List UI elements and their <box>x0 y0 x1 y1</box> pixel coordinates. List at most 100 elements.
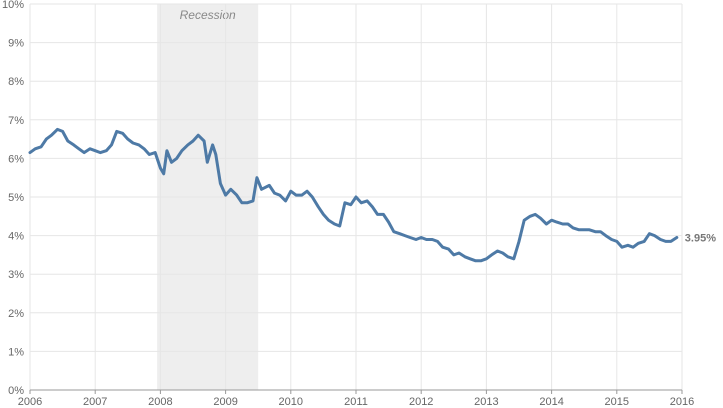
y-tick-label: 2% <box>8 308 24 320</box>
data-point <box>464 255 466 258</box>
x-tick-label: 2012 <box>409 396 433 408</box>
data-point <box>241 202 243 204</box>
y-tick-label: 3% <box>8 269 24 281</box>
data-point <box>206 161 209 164</box>
data-point <box>621 246 623 248</box>
data-point <box>256 176 258 179</box>
data-point <box>616 240 618 243</box>
data-point <box>166 149 168 152</box>
data-point <box>94 149 96 152</box>
data-point <box>458 252 460 254</box>
data-point <box>610 238 613 241</box>
data-point <box>513 258 515 260</box>
x-tick-label: 2016 <box>670 396 694 408</box>
data-point <box>162 173 165 175</box>
data-point <box>507 255 509 258</box>
data-point <box>627 244 629 247</box>
data-point <box>425 238 428 241</box>
data-point <box>252 200 254 202</box>
data-point <box>453 254 455 256</box>
data-point <box>344 202 346 204</box>
data-point <box>518 240 520 243</box>
data-point <box>490 254 493 256</box>
data-point <box>175 157 178 160</box>
data-point <box>273 192 276 194</box>
data-point <box>40 146 42 148</box>
data-point <box>105 149 108 152</box>
data-point <box>311 196 314 198</box>
data-point <box>441 246 444 248</box>
data-point <box>290 190 292 192</box>
data-point <box>431 238 434 241</box>
data-point <box>567 223 569 225</box>
data-point <box>284 200 287 202</box>
data-point <box>409 236 411 239</box>
data-point <box>154 151 156 154</box>
data-point <box>436 240 439 243</box>
data-point <box>268 184 271 187</box>
y-tick-label: 6% <box>8 153 24 165</box>
data-point <box>78 148 80 150</box>
data-point <box>34 148 36 150</box>
data-point <box>138 144 140 146</box>
data-point <box>29 151 31 154</box>
data-point <box>99 151 102 154</box>
data-point <box>322 213 325 216</box>
x-tick-label: 2008 <box>148 396 172 408</box>
data-point <box>127 138 129 140</box>
data-point <box>197 134 199 136</box>
data-point <box>534 213 537 216</box>
data-point <box>676 236 678 239</box>
x-tick-label: 2009 <box>213 396 237 408</box>
x-tick-label: 2011 <box>344 396 368 408</box>
data-point <box>61 130 64 133</box>
y-tick-label: 5% <box>8 192 24 204</box>
data-point <box>260 188 263 191</box>
data-point <box>653 234 656 237</box>
data-point <box>224 194 227 196</box>
data-point <box>132 142 134 144</box>
axis-labels: 2006 2007 2008 2009 2010 2011 2012 2013 2014 2015… <box>2 0 694 408</box>
data-point <box>643 240 645 243</box>
data-point <box>366 200 368 202</box>
data-point <box>50 134 53 136</box>
data-point <box>56 128 59 131</box>
data-point <box>485 258 488 260</box>
data-point <box>187 144 189 146</box>
grid-lines <box>29 3 683 390</box>
data-point <box>588 229 591 231</box>
data-point <box>578 229 580 231</box>
data-point <box>360 202 363 204</box>
data-point <box>159 167 162 169</box>
data-point <box>387 221 390 223</box>
data-point <box>447 248 450 250</box>
data-point <box>583 229 585 231</box>
data-point <box>545 223 548 225</box>
x-tick-label: 2007 <box>83 396 107 408</box>
end-value-label: 3.95% <box>685 233 716 245</box>
data-point <box>355 196 357 198</box>
data-point <box>371 205 374 208</box>
data-point <box>415 238 417 241</box>
data-point <box>306 190 308 192</box>
data-point <box>115 130 118 133</box>
data-point <box>599 230 602 233</box>
data-point <box>67 140 69 142</box>
data-point <box>317 205 320 208</box>
data-point <box>246 202 248 204</box>
data-point <box>215 153 217 156</box>
data-point <box>572 227 574 229</box>
data-point <box>561 223 564 225</box>
data-point <box>420 236 423 239</box>
recession-label: Recession <box>180 8 236 22</box>
x-tick-label: 2014 <box>539 396 563 408</box>
data-point <box>539 217 542 219</box>
data-point <box>670 240 672 243</box>
x-tick-label: 2006 <box>18 396 42 408</box>
data-point <box>83 151 85 154</box>
data-point <box>393 230 395 233</box>
series-group <box>28 127 679 263</box>
data-point <box>474 259 477 262</box>
data-point <box>295 194 297 196</box>
data-point <box>604 234 607 237</box>
